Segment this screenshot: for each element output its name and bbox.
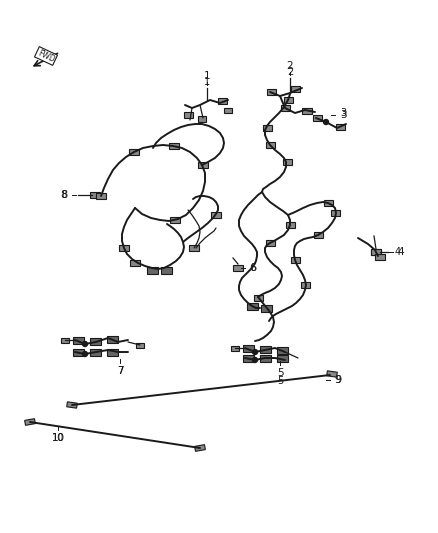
Bar [233,265,243,271]
Bar [25,418,35,425]
Bar [262,125,272,131]
Bar [283,159,292,165]
Bar [266,89,276,95]
Text: 7: 7 [117,366,124,376]
Bar [324,200,332,206]
Bar [211,212,221,218]
Bar [67,402,77,408]
Bar [231,345,239,351]
Text: 9: 9 [335,375,341,385]
Bar [89,349,100,356]
Bar [170,217,180,223]
Bar [259,345,271,352]
Text: 8: 8 [61,190,67,200]
Bar [300,282,310,288]
Text: 2: 2 [287,61,293,71]
Bar [106,335,117,343]
Bar [198,116,206,122]
Bar [331,210,339,216]
Bar [286,222,294,228]
Bar [73,336,84,343]
Bar [243,354,254,361]
Bar [371,249,381,255]
Text: FWD: FWD [36,48,56,64]
Bar [73,349,84,356]
Bar [119,245,129,251]
Bar [194,445,205,451]
Bar [302,108,312,114]
Bar [243,344,254,351]
Bar [283,97,293,103]
Bar [312,115,321,121]
Text: 2: 2 [287,67,293,77]
Bar [371,249,381,255]
Bar [169,143,179,149]
Text: 6: 6 [250,263,256,273]
Bar [314,232,322,238]
Text: 10: 10 [52,433,64,443]
Circle shape [252,350,258,354]
Bar [146,266,158,273]
Text: 3: 3 [340,108,346,118]
Bar [247,303,258,310]
Bar [218,98,226,104]
Bar [184,112,192,118]
Bar [61,337,69,343]
Bar [224,108,232,112]
Bar [129,149,139,155]
Text: 1: 1 [204,77,210,87]
Bar [160,266,172,273]
Bar [254,295,262,301]
Bar [136,343,144,348]
Text: 9: 9 [335,375,341,385]
Bar [198,162,208,168]
Circle shape [252,358,258,362]
Bar [290,86,300,92]
Text: 5: 5 [277,376,283,386]
Bar [276,354,287,361]
Bar [130,260,140,266]
Bar [265,142,275,148]
Bar [336,124,345,130]
Text: 6: 6 [250,263,256,273]
Text: 8: 8 [61,190,67,200]
Bar [96,193,106,199]
Circle shape [324,119,328,125]
Bar [259,354,271,361]
Bar [189,245,199,251]
Circle shape [82,342,88,346]
Circle shape [82,351,88,357]
Text: 4: 4 [398,247,404,257]
Bar [261,304,272,311]
Bar [280,105,290,111]
Bar [265,240,275,246]
Text: 10: 10 [51,433,64,443]
Bar [290,257,300,263]
Bar [106,349,117,356]
Text: 1: 1 [204,71,210,81]
Bar [90,192,100,198]
Bar [276,346,287,353]
Bar [89,337,100,344]
Text: 3: 3 [340,110,346,120]
Bar [375,254,385,260]
Text: 4: 4 [395,247,401,257]
Text: 7: 7 [117,366,123,376]
Text: 5: 5 [277,368,283,378]
Bar [327,371,337,377]
